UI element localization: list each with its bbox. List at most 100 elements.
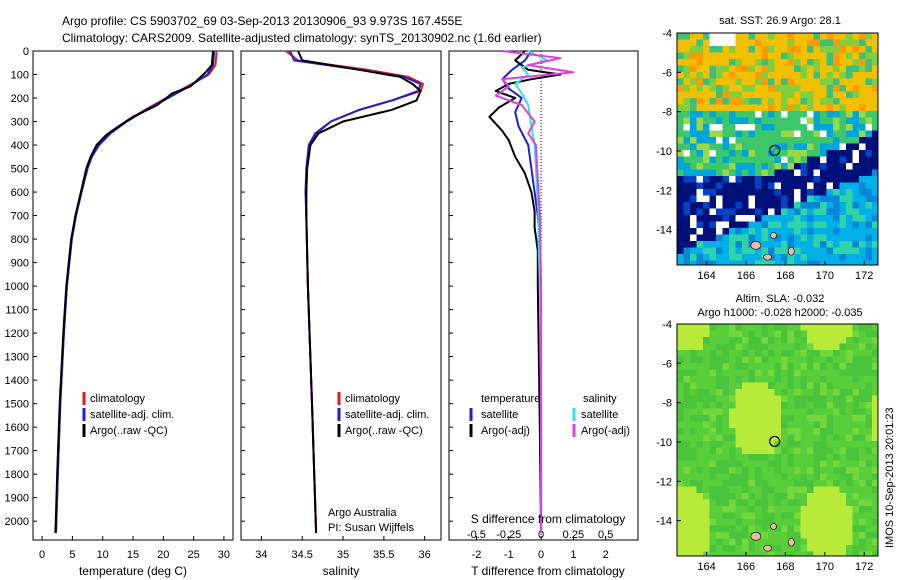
map-cell [865, 363, 872, 370]
map-cell [735, 421, 742, 428]
map-cell [846, 460, 853, 467]
map-cell [683, 234, 690, 241]
map-cell [807, 486, 814, 493]
map-cell [846, 254, 853, 261]
legend-label-t-argo: Argo(-adj) [481, 425, 530, 437]
map-cell [761, 117, 768, 124]
map-x-tick-label: 164 [697, 270, 715, 282]
map-cell [709, 163, 716, 170]
map-cell [729, 111, 736, 118]
map-cell [846, 98, 853, 105]
map-cell [859, 150, 866, 157]
map-cell [768, 343, 775, 350]
map-cell [807, 512, 814, 519]
map-cell [787, 499, 794, 506]
map-cell [683, 402, 690, 409]
map-cell [761, 46, 768, 53]
map-cell [742, 234, 749, 241]
map-cell [696, 91, 703, 98]
map-cell [859, 163, 866, 170]
map-cell [839, 195, 846, 202]
map-cell [761, 72, 768, 79]
salinity-plot: 34 34.5 35 35.5 36 [241, 50, 431, 561]
map-cell [800, 98, 807, 105]
map-cell [846, 78, 853, 85]
map-cell [709, 124, 716, 131]
map-cell [846, 215, 853, 222]
map-cell [872, 137, 878, 144]
map-cell [859, 454, 866, 461]
map-cell [677, 421, 684, 428]
map-cell [800, 376, 807, 383]
map-cell [755, 98, 762, 105]
map-cell [826, 337, 833, 344]
map-cell [735, 512, 742, 519]
map-cell [774, 512, 781, 519]
map-cell [690, 473, 697, 480]
map-cell [872, 221, 878, 228]
map-cell [774, 202, 781, 209]
map-cell [722, 130, 729, 137]
map-cell [774, 402, 781, 409]
map-cell [761, 208, 768, 215]
timestamp-stamp: IMOS 10-Sep-2013 20:01:23 [884, 407, 896, 548]
map-cell [703, 324, 710, 331]
map-cell [716, 182, 723, 189]
map-cell [852, 33, 859, 40]
map-cell [742, 52, 749, 59]
map-cell [677, 363, 684, 370]
map-cell [722, 189, 729, 196]
map-cell [755, 441, 762, 448]
map-cell [865, 130, 872, 137]
map-cell [859, 525, 866, 532]
map-cell [794, 189, 801, 196]
map-cell [716, 208, 723, 215]
map-cell [742, 254, 749, 261]
map-cell [729, 350, 736, 357]
map-cell [833, 137, 840, 144]
map-cell [735, 130, 742, 137]
map-cell [794, 447, 801, 454]
map-cell [774, 78, 781, 85]
map-cell [729, 52, 736, 59]
map-cell [722, 545, 729, 552]
map-cell [735, 156, 742, 163]
map-cell [768, 369, 775, 376]
map-cell [748, 434, 755, 441]
series-satellite-adj-clim- [55, 50, 216, 533]
map-cell [690, 33, 697, 40]
map-cell [755, 182, 762, 189]
map-cell [683, 415, 690, 422]
map-cell [865, 169, 872, 176]
map-cell [787, 467, 794, 474]
map-cell [735, 545, 742, 552]
map-cell [794, 72, 801, 79]
map-cell [800, 85, 807, 92]
map-cell [865, 408, 872, 415]
map-cell [729, 493, 736, 500]
map-cell [703, 163, 710, 170]
map-cell [833, 163, 840, 170]
y-tick-label: 1500 [5, 399, 29, 411]
map-cell [813, 343, 820, 350]
map-cell [696, 324, 703, 331]
map-cell [872, 402, 878, 409]
map-cell [677, 78, 684, 85]
map-cell [716, 337, 723, 344]
map-cell [709, 247, 716, 254]
map-cell [709, 169, 716, 176]
map-cell [716, 215, 723, 222]
map-cell [852, 98, 859, 105]
map-cell [735, 454, 742, 461]
map-cell [813, 363, 820, 370]
map-cell [768, 156, 775, 163]
map-cell [735, 260, 742, 265]
map-cell [768, 189, 775, 196]
map-cell [768, 117, 775, 124]
map-cell [761, 195, 768, 202]
map-cell [839, 525, 846, 532]
map-cell [716, 221, 723, 228]
map-cell [787, 545, 794, 552]
map-cell [755, 78, 762, 85]
